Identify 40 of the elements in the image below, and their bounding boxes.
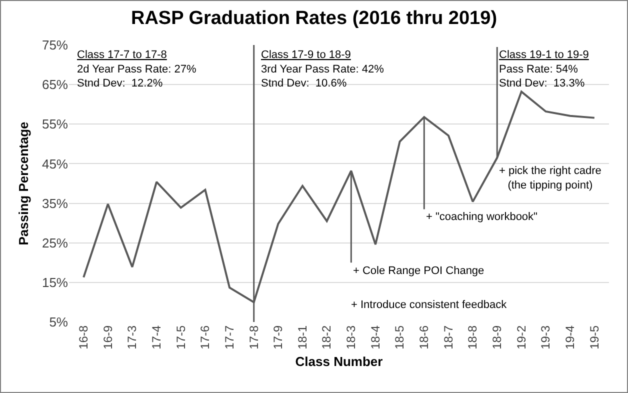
x-tick-label: 17-7	[222, 325, 236, 350]
annotation: + "coaching workbook"	[426, 211, 538, 223]
x-tick-label: 16-8	[76, 325, 90, 350]
y-tick-label: 25%	[42, 235, 68, 250]
y-tick-label: 45%	[42, 156, 68, 172]
chart-title: RASP Graduation Rates (2016 thru 2019)	[130, 8, 498, 30]
x-tick-label: 18-9	[490, 325, 504, 350]
x-tick-label: 19-2	[514, 325, 528, 350]
x-tick-label: 18-7	[441, 325, 456, 350]
x-tick-label: 18-2	[320, 325, 334, 350]
x-tick-label: 18-5	[392, 325, 407, 350]
y-tick-label: 5%	[49, 314, 68, 330]
x-axis-title: Class Number	[295, 354, 383, 370]
y-tick-label: 15%	[42, 274, 68, 290]
annotation: + pick the right cadre (the tipping point)	[499, 165, 602, 192]
y-tick-label: 35%	[42, 196, 68, 211]
y-tick-label: 75%	[42, 38, 68, 53]
x-tick-label: 18-6	[417, 325, 432, 350]
annotation: + Introduce consistent feedback	[351, 299, 508, 311]
x-tick-label: 17-6	[198, 325, 212, 350]
y-tick-label: 55%	[42, 116, 68, 132]
x-tick-label: 18-3	[344, 325, 358, 350]
x-tick-label: 19-4	[562, 325, 577, 350]
annotation: Class 17-7 to 17-8 2d Year Pass Rate: 27% Stnd Dev: 12.2%	[77, 49, 196, 90]
x-tick-label: 16-9	[100, 325, 115, 350]
annotation: Class 19-1 to 19-9 Pass Rate: 54% Stnd Dev: 13.3%	[499, 49, 589, 90]
x-tick-label: 19-5	[587, 325, 602, 350]
x-tick-label: 17-4	[149, 325, 164, 350]
x-tick-label: 17-8	[246, 325, 261, 350]
x-tick-label: 18-4	[368, 325, 382, 350]
x-tick-label: 18-1	[295, 325, 310, 350]
x-tick-label: 17-5	[174, 325, 188, 350]
x-tick-label: 18-8	[466, 325, 480, 350]
x-tick-label: 19-3	[538, 325, 553, 350]
annotation: + Cole Range POI Change	[353, 265, 484, 277]
y-tick-label: 65%	[42, 77, 68, 92]
y-axis-title: Passing Percentage	[16, 122, 31, 246]
annotation: Class 17-9 to 18-9 3rd Year Pass Rate: 42% Stnd Dev: 10.6%	[261, 49, 384, 90]
x-tick-label: 17-3	[125, 325, 140, 350]
x-tick-label: 17-9	[271, 325, 286, 350]
